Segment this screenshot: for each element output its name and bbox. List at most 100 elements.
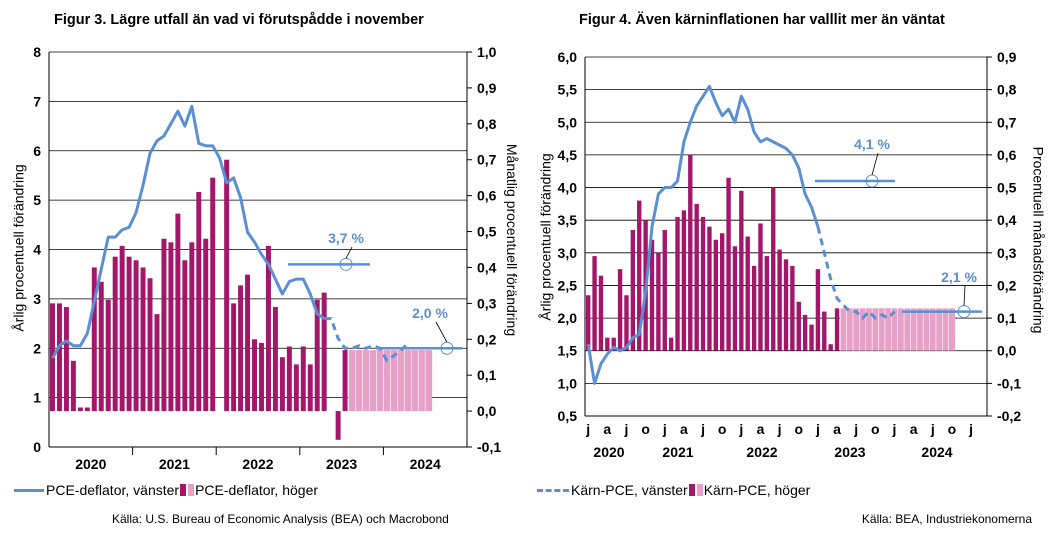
chart-panel-fig4: Figur 4. Även kärninflationen har vallli… (527, 0, 1054, 541)
bar (133, 260, 139, 412)
legend-bar-forecast-swatch (188, 484, 195, 496)
bar-forecast (878, 308, 885, 351)
bar (175, 213, 181, 412)
legend-item-right: Kärn-PCE, höger (703, 482, 811, 498)
y-right-tick-label: -0,1 (477, 439, 501, 455)
x-month-label: j (815, 421, 820, 437)
bar (751, 265, 757, 351)
bar (84, 407, 90, 412)
bar-forecast (369, 350, 377, 412)
bar (112, 256, 118, 412)
bar (335, 411, 341, 440)
legend: PCE-deflator, vänster PCE-deflator, höge… (14, 482, 318, 498)
bar (605, 337, 610, 351)
bar-forecast (397, 350, 405, 412)
bar-forecast (865, 308, 873, 351)
bar (828, 344, 833, 351)
x-month-label: j (968, 421, 973, 437)
x-month-label: o (871, 421, 880, 437)
bar-forecast (355, 350, 363, 412)
y-left-tick-label: 4,0 (558, 180, 578, 196)
y-right-tick-label: 0,0 (997, 343, 1017, 359)
bar (700, 216, 706, 351)
bar-forecast (942, 308, 949, 351)
y-right-tick-label: 0,2 (997, 277, 1017, 293)
legend-item-left: PCE-deflator, vänster (46, 482, 180, 498)
bar-forecast (418, 350, 426, 412)
y-right-tick-label: 0,9 (997, 49, 1017, 65)
y-right-tick-label: 0,0 (477, 403, 497, 419)
bar (252, 339, 257, 412)
x-month-label: o (718, 421, 727, 437)
legend-item-left: Kärn-PCE, vänster (571, 482, 688, 498)
y-right-tick-label: 0,7 (477, 152, 497, 168)
bar-forecast (846, 308, 853, 351)
bar-forecast (929, 308, 936, 351)
bar (822, 311, 827, 351)
annotation-leader (871, 152, 879, 176)
bar (796, 301, 801, 351)
y-right-tick-label: 0,2 (477, 331, 497, 347)
y-left-tick-label: 5 (33, 192, 41, 208)
bar (231, 303, 237, 412)
bar (713, 239, 718, 351)
legend-bar-swatch (688, 484, 695, 496)
line-series-annual (586, 84, 820, 385)
y-left-tick-label: 3,0 (558, 245, 578, 261)
bar (342, 350, 348, 412)
y-right-tick-label: 0,7 (997, 114, 1017, 130)
bar (707, 226, 712, 351)
bar (668, 337, 674, 351)
bar (224, 159, 230, 412)
legend-bar-swatch (180, 484, 187, 496)
bar (70, 360, 76, 412)
bar (272, 306, 278, 412)
y-right-tick-label: 0,9 (477, 80, 497, 96)
bar (203, 238, 209, 412)
bar (758, 223, 763, 351)
y-left-tick-label: 7 (33, 93, 41, 109)
bar-forecast (897, 308, 905, 351)
x-year-label: 2022 (242, 456, 273, 472)
y-left-tick-label: 5,0 (558, 114, 578, 130)
x-month-label: a (603, 421, 611, 437)
source-note: Källa: BEA, Industriekonomerna (861, 512, 1032, 526)
x-month-label: a (680, 421, 688, 437)
legend: Kärn-PCE, vänster Kärn-PCE, höger (537, 482, 810, 498)
bar-forecast (859, 308, 866, 351)
annotation-leader (345, 246, 353, 259)
bar (210, 177, 216, 412)
x-month-label: o (641, 421, 650, 437)
bar (279, 357, 285, 412)
bar-forecast (935, 308, 943, 351)
bar-forecast (348, 350, 356, 412)
x-month-label: a (833, 421, 841, 437)
bar-forecast (923, 308, 930, 351)
bar (91, 267, 97, 412)
annotation-leader (435, 321, 448, 343)
y-axis-right-title: Procentuell månadsförändring (1029, 146, 1046, 334)
bar (119, 245, 125, 412)
bar (662, 229, 667, 351)
bar (802, 314, 808, 351)
chart-fig4: 0,5 1,0 1,5 2,0 2,5 3,0 3,5 4,0 4,5 5,0 5,5 6,0 -0,2… (558, 49, 1022, 460)
bar-forecast (853, 308, 860, 351)
bar (147, 278, 153, 412)
bar (637, 200, 642, 351)
y-right-tick-label: 1,0 (477, 44, 497, 60)
y-left-tick-label: 4 (33, 242, 41, 258)
y-right-tick-label: 0,5 (477, 224, 497, 240)
x-month-label: j (930, 421, 935, 437)
y-right-tick-label: 0,6 (997, 147, 1017, 163)
bar (56, 303, 62, 412)
y-right-tick-label: 0,1 (477, 367, 497, 383)
y-right-tick-label: 0,4 (477, 259, 497, 275)
x-month-label: o (794, 421, 803, 437)
bar (238, 285, 244, 412)
bar-forecast (840, 308, 847, 351)
x-year-label: 2024 (410, 456, 441, 472)
y-left-tick-label: 2,0 (558, 310, 578, 326)
chart-panel-fig3: Figur 3. Lägre utfall än vad vi förutspå… (10, 12, 520, 526)
x-year-label: 2020 (593, 444, 624, 460)
y-left-tick-label: 1,0 (558, 375, 578, 391)
